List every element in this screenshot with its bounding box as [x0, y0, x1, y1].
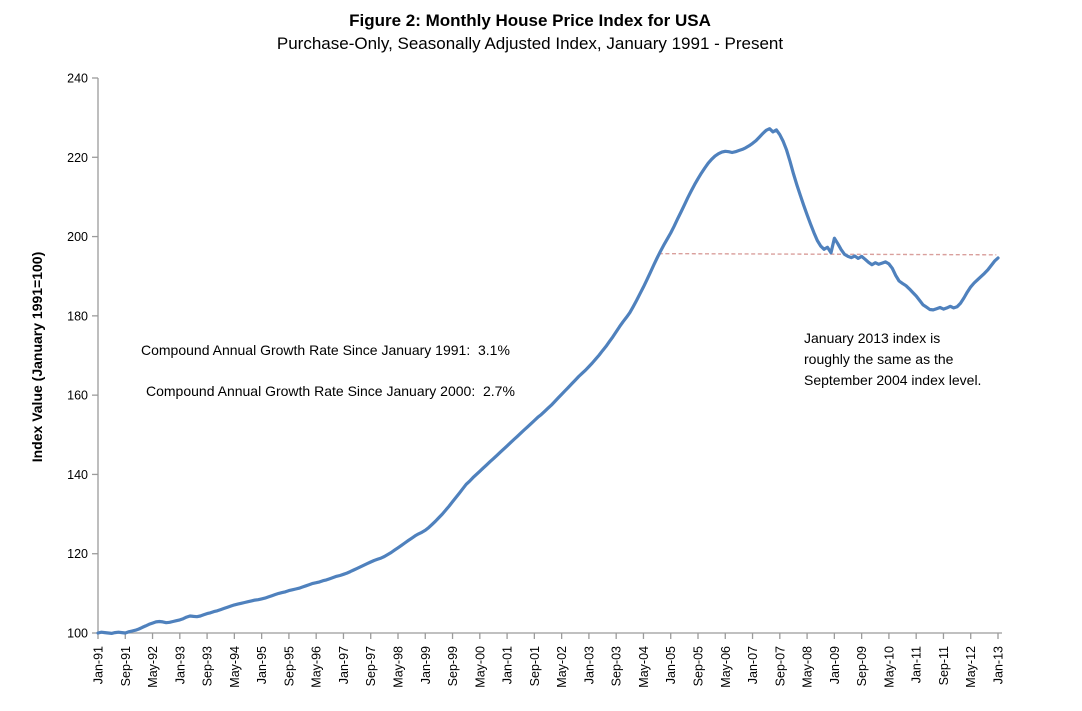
x-axis-tick-label: May-02 [555, 646, 569, 688]
x-axis-tick-label: Jan-03 [582, 646, 596, 684]
x-axis-tick-label: Sep-11 [937, 646, 951, 685]
x-axis-tick-label: Jan-05 [664, 646, 678, 684]
x-axis-tick-label: Jan-11 [910, 646, 924, 683]
y-axis-tick-label: 160 [67, 389, 88, 403]
x-axis-tick-label: Sep-01 [528, 646, 542, 686]
x-axis-tick-label: May-94 [228, 646, 242, 688]
x-axis-tick-label: May-00 [473, 646, 487, 688]
x-axis-tick-label: Jan-95 [255, 646, 269, 684]
x-axis-tick-label: Jan-99 [419, 646, 433, 684]
x-axis-tick-label: Sep-05 [692, 646, 706, 686]
x-axis-tick-label: Jan-93 [173, 646, 187, 684]
x-axis-tick-label: Sep-95 [282, 646, 296, 686]
y-axis-tick-label: 140 [67, 468, 88, 482]
x-axis-tick-label: Jan-91 [92, 646, 106, 684]
x-axis-tick-label: Sep-91 [119, 646, 133, 686]
sep-2004-jan-2013-reference-line [658, 252, 997, 256]
chart-subtitle: Purchase-Only, Seasonally Adjusted Index… [276, 34, 784, 53]
x-axis-tick-label: May-92 [146, 646, 160, 688]
x-axis-tick-label: Jan-07 [746, 646, 760, 684]
x-axis-tick-label: Jan-97 [337, 646, 351, 684]
x-axis-tick-label: May-10 [882, 646, 896, 688]
x-axis-tick-label: Jan-13 [992, 646, 1006, 684]
y-axis-tick-label: 200 [67, 230, 88, 244]
x-axis-tick-label: May-12 [964, 646, 978, 688]
chart-title: Figure 2: Monthly House Price Index for … [349, 11, 711, 30]
y-axis-tick-label: 240 [67, 72, 88, 86]
annotation-cagr-since-2000: Compound Annual Growth Rate Since Januar… [146, 383, 515, 399]
x-axis-tick-label: Jan-09 [828, 646, 842, 684]
x-axis-tick-label: May-96 [310, 646, 324, 688]
y-axis-tick-label: 180 [67, 309, 88, 323]
y-axis-tick-label: 120 [67, 547, 88, 561]
x-axis-tick-label: Sep-07 [773, 646, 787, 686]
x-axis-tick-label: Sep-99 [446, 646, 460, 686]
annotation-cagr-since-1991: Compound Annual Growth Rate Since Januar… [141, 342, 510, 358]
x-axis-tick-label: Sep-93 [201, 646, 215, 686]
y-axis-tick-label: 220 [67, 151, 88, 165]
x-axis-tick-label: May-98 [392, 646, 406, 688]
x-axis-tick-label: Sep-97 [364, 646, 378, 686]
annotation-jan-2013-note: January 2013 index is roughly the same a… [804, 330, 982, 388]
y-axis-tick-label: 100 [67, 627, 88, 641]
house-price-index-series-line [96, 127, 1000, 635]
x-axis-tick-label: Jan-01 [501, 646, 515, 684]
x-axis-tick-label: Sep-09 [855, 646, 869, 686]
x-axis-tick-label: May-06 [719, 646, 733, 688]
x-axis-tick-label: May-04 [637, 646, 651, 688]
x-axis-tick-label: May-08 [801, 646, 815, 688]
x-axis-tick-label: Sep-03 [610, 646, 624, 686]
